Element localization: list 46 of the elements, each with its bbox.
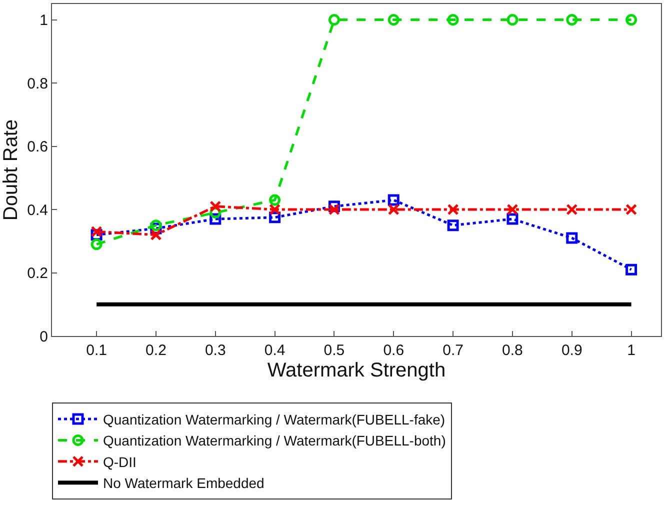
- point: [566, 14, 578, 26]
- legend-label: No Watermark Embedded: [103, 475, 264, 492]
- x-tick-label: 0.8: [502, 342, 523, 359]
- x-tick-label: 0.1: [86, 342, 107, 359]
- point: [388, 194, 400, 206]
- y-tick-label: 0: [40, 328, 48, 346]
- point: [566, 204, 578, 216]
- point: [90, 226, 102, 238]
- x-tick-label: 0.2: [146, 342, 166, 359]
- point: [506, 213, 518, 225]
- point: [447, 220, 459, 232]
- point: [210, 200, 222, 212]
- point: [626, 204, 638, 216]
- y-tick-label: 1: [40, 12, 48, 30]
- point: [388, 204, 400, 216]
- legend-label: Q-DII: [103, 454, 136, 470]
- point: [328, 204, 340, 216]
- legend-label: Quantization Watermarking / Watermark(FUBELL-fake): [103, 411, 446, 428]
- point: [447, 14, 459, 26]
- point: [269, 204, 281, 216]
- y-tick-label: 0.4: [27, 202, 48, 219]
- x-tick-label: 0.9: [561, 342, 582, 359]
- point: [506, 204, 518, 216]
- legend-label: Quantization Watermarking / Watermark(FUBELL-both): [103, 432, 446, 449]
- y-axis-title: Doubt Rate: [0, 119, 22, 221]
- point: [328, 14, 340, 26]
- y-tick-label: 0.8: [27, 75, 48, 92]
- point: [447, 204, 459, 216]
- x-tick-label: 0.6: [383, 342, 404, 359]
- x-tick-label: 0.5: [324, 342, 345, 359]
- point: [150, 220, 162, 232]
- point: [626, 264, 638, 276]
- y-tick-label: 0.2: [27, 265, 48, 282]
- x-tick-label: 0.4: [264, 342, 286, 359]
- point: [566, 232, 578, 244]
- y-tick-label: 0.6: [27, 138, 48, 156]
- point: [388, 14, 400, 26]
- point: [90, 238, 102, 250]
- point: [269, 194, 281, 206]
- x-axis-title: Watermark Strength: [267, 360, 446, 382]
- point: [506, 14, 518, 26]
- x-tick-label: 0.7: [442, 342, 464, 359]
- point: [150, 229, 162, 241]
- point: [626, 14, 638, 26]
- x-tick-label: 1: [627, 342, 636, 359]
- x-tick-label: 0.3: [204, 342, 226, 359]
